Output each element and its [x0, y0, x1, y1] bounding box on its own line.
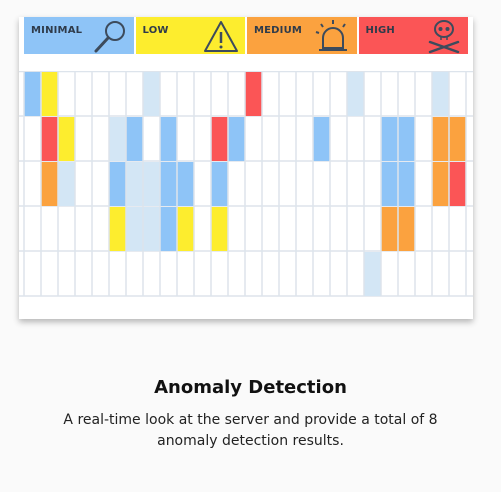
legend-low: LOW: [135, 17, 247, 54]
heatmap-cell-minimal: [398, 117, 415, 161]
legend-label-minimal: MINIMAL: [31, 25, 83, 36]
heatmap-cell-pale: [109, 117, 126, 161]
heatmap-cell-pale: [432, 72, 449, 116]
heatmap-cell-pale: [58, 162, 75, 206]
heatmap-cell-minimal: [313, 117, 330, 161]
heatmap-cell-high: [245, 72, 262, 116]
legend-high: HIGH: [358, 17, 468, 54]
heatmap-cell-minimal: [228, 117, 245, 161]
heatmap-cell-minimal: [211, 162, 228, 206]
heatmap-cell-low: [58, 117, 75, 161]
heatmap-cell-minimal: [381, 117, 398, 161]
heatmap-cell-minimal: [24, 72, 41, 116]
heatmap-cell-pale: [126, 207, 143, 251]
heatmap-cell-minimal: [109, 162, 126, 206]
heatmap-cell-pale: [347, 72, 364, 116]
skull-crossbones-icon: [428, 20, 460, 54]
magnifier-icon: [94, 21, 125, 53]
legend-minimal: MINIMAL: [24, 17, 136, 54]
heatmap-cell-medium: [432, 117, 449, 161]
warning-triangle-icon: [204, 21, 238, 52]
heatmap-cell-minimal: [177, 162, 194, 206]
heatmap-cell-high: [41, 117, 58, 161]
heatmap-cell-low: [177, 207, 194, 251]
siren-icon: [315, 20, 347, 51]
heatmap-cell-high: [211, 117, 228, 161]
heatmap-cell-medium: [449, 117, 466, 161]
section-description: A real-time look at the server and provi…: [63, 412, 438, 449]
heatmap-cell-minimal: [160, 117, 177, 161]
heatmap-cell-minimal: [160, 162, 177, 206]
anomaly-card: MINIMAL LOW MEDIUM: [19, 17, 473, 319]
heatmap-cell-pale: [126, 162, 143, 206]
heatmap-cell-minimal: [381, 162, 398, 206]
heatmap-cell-low: [211, 207, 228, 251]
legend-medium: MEDIUM: [247, 17, 359, 54]
legend-label-high: HIGH: [365, 25, 395, 36]
heatmap-cell-high: [449, 162, 466, 206]
anomaly-heatmap: [19, 71, 473, 297]
severity-legend: MINIMAL LOW MEDIUM: [24, 17, 468, 54]
heatmap-cell-pale: [143, 72, 160, 116]
heatmap-cell-pale: [364, 252, 381, 296]
heatmap-cell-pale: [143, 162, 160, 206]
heatmap-cell-low: [41, 72, 58, 116]
heatmap-cell-minimal: [398, 162, 415, 206]
legend-label-medium: MEDIUM: [254, 25, 303, 36]
heatmap-cell-medium: [41, 162, 58, 206]
heatmap-cell-medium: [432, 162, 449, 206]
heatmap-cell-pale: [143, 207, 160, 251]
heatmap-cell-medium: [381, 207, 398, 251]
heatmap-cell-low: [109, 207, 126, 251]
section-title: Anomaly Detection: [154, 377, 347, 398]
heatmap-cell-minimal: [160, 207, 177, 251]
legend-label-low: LOW: [142, 25, 169, 36]
heatmap-cell-minimal: [126, 117, 143, 161]
heatmap-cell-medium: [398, 207, 415, 251]
